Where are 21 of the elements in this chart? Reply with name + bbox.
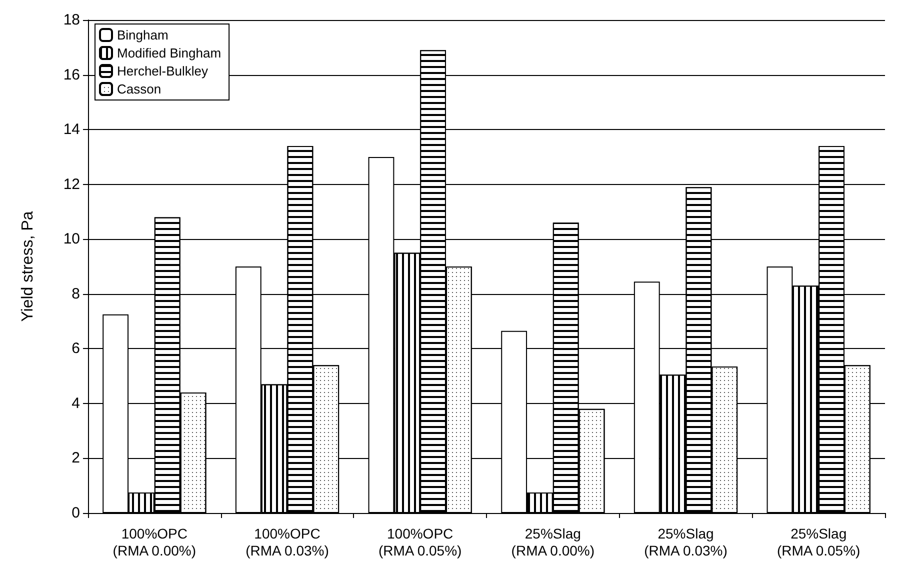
- legend-label: Modified Bingham: [117, 46, 222, 60]
- y-tick-label: 8: [72, 285, 80, 302]
- x-tick-label: 25%Slag (RMA 0.05%): [776, 526, 860, 558]
- y-tick-label: 2: [72, 450, 80, 467]
- x-tick-label: 100%OPC (RMA 0.00%): [112, 526, 196, 558]
- x-tick-label: 100%OPC (RMA 0.05%): [378, 526, 462, 558]
- y-tick-label: 12: [63, 176, 80, 193]
- y-tick-label: 6: [72, 340, 80, 358]
- legend-label: Bingham: [117, 28, 168, 42]
- legend-label: Herchel-Bulkley: [117, 64, 209, 78]
- y-tick-label: 16: [63, 66, 80, 84]
- x-tick-label: 100%OPC (RMA 0.03%): [246, 526, 329, 558]
- y-tick-label: 14: [63, 121, 80, 138]
- y-axis-title: Yield stress, Pa: [20, 211, 36, 322]
- y-tick-label: 18: [63, 12, 80, 28]
- x-tick-label: 25%Slag (RMA 0.03%): [644, 526, 728, 558]
- x-tick-label: 25%Slag (RMA 0.00%): [511, 526, 595, 558]
- y-tick-label: 10: [63, 230, 80, 248]
- y-tick-label: 0: [72, 504, 80, 522]
- y-tick-label: 4: [72, 394, 80, 412]
- legend-label: Casson: [117, 82, 162, 96]
